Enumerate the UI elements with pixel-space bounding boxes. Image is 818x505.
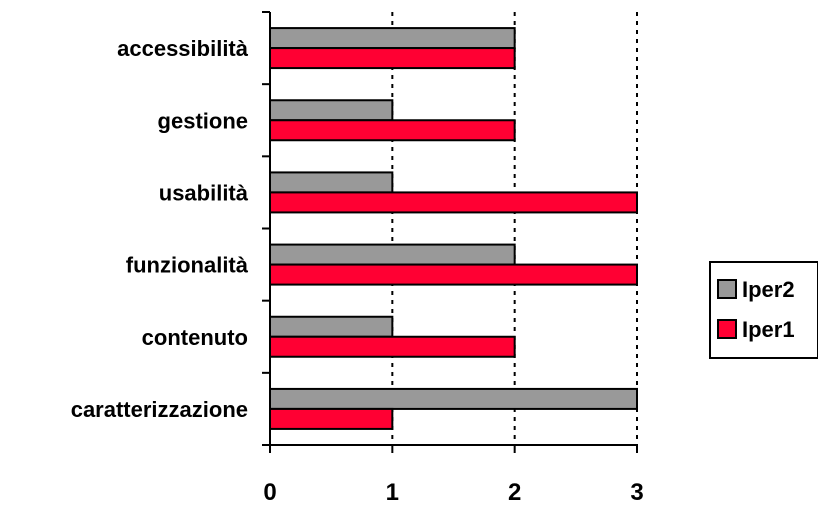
x-tick-label: 3 (630, 479, 643, 505)
legend-swatch-iper2 (717, 279, 737, 299)
category-label: gestione (158, 108, 248, 133)
bar-iper2-2 (269, 171, 394, 194)
legend-swatch-iper1 (717, 319, 737, 339)
legend-label-iper2: Iper2 (742, 277, 795, 302)
category-label: contenuto (142, 325, 248, 350)
bar-iper1-5 (269, 407, 394, 430)
bar-iper2-5 (269, 387, 638, 410)
bar-iper1-2 (269, 191, 638, 214)
bar-iper2-3 (269, 243, 516, 266)
legend: Iper2 Iper1 (709, 261, 818, 359)
bars (269, 27, 638, 430)
x-tick-label: 1 (386, 479, 399, 505)
x-tick-label: 2 (508, 479, 521, 505)
category-label: usabilità (159, 180, 249, 205)
x-tick-label: 0 (263, 479, 276, 505)
category-label: funzionalità (126, 253, 249, 278)
x-tick-labels: 0 1 2 3 (263, 479, 643, 505)
bar-iper2-4 (269, 315, 394, 338)
category-labels: accessibilità gestione usabilità funzionali… (71, 36, 249, 422)
legend-box (709, 261, 818, 359)
gridlines (391, 12, 638, 445)
axes (262, 11, 638, 453)
bar-iper1-0 (269, 47, 516, 70)
bar-iper1-1 (269, 119, 516, 142)
bar-iper2-1 (269, 99, 394, 122)
category-label: accessibilità (117, 36, 249, 61)
bar-iper2-0 (269, 27, 516, 50)
bar-iper1-4 (269, 335, 516, 358)
legend-label-iper1: Iper1 (742, 317, 795, 342)
category-label: caratterizzazione (71, 397, 248, 422)
bar-iper1-3 (269, 263, 638, 286)
